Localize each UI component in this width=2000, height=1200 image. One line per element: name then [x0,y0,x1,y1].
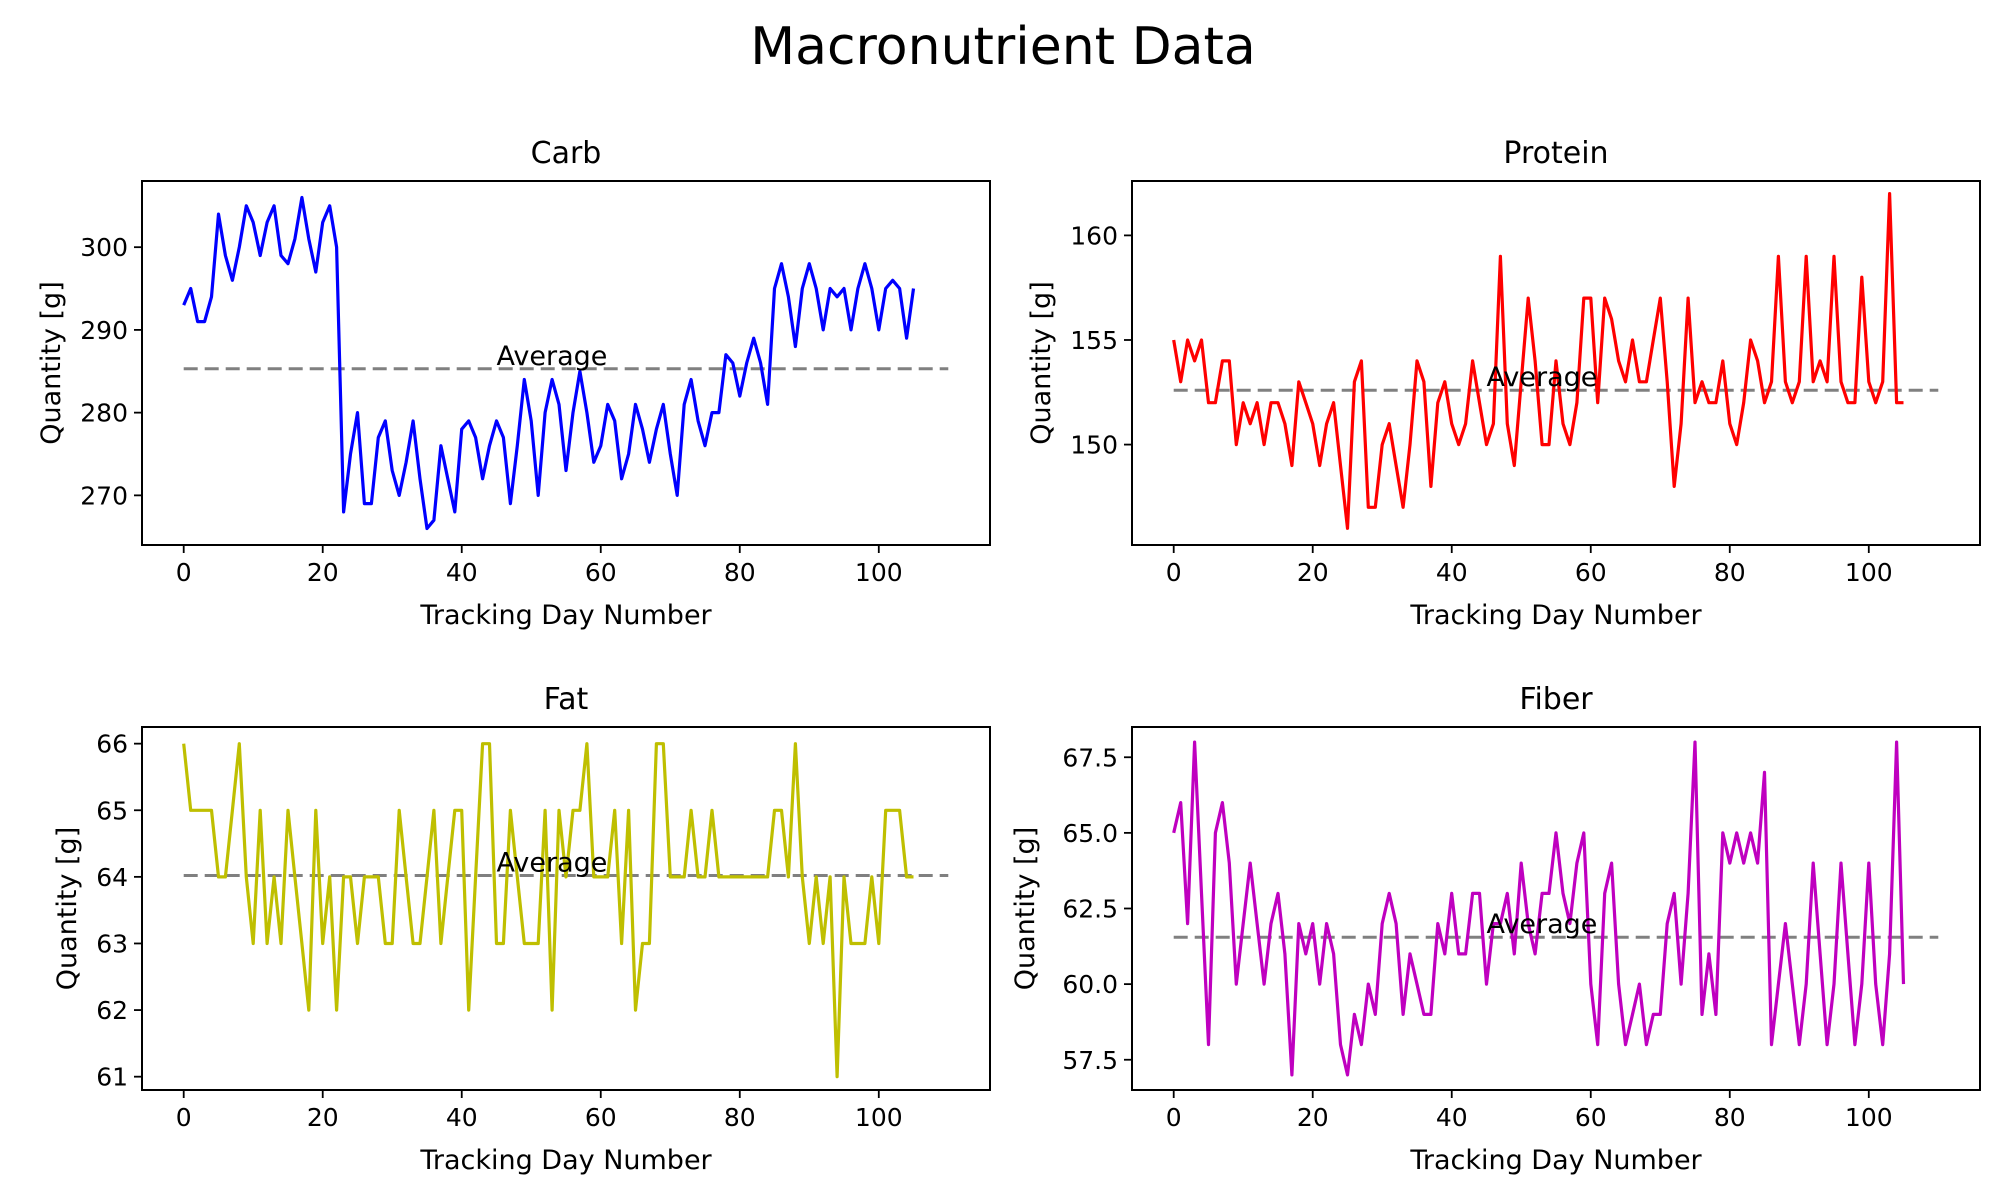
fat-average-label: Average [496,848,607,879]
carb-ytick-label: 280 [80,399,128,428]
fat-xtick-label: 80 [724,1103,756,1132]
fiber-xtick-label: 100 [1845,1103,1893,1132]
carb-xlabel: Tracking Day Number [419,600,712,631]
fat-title: Fat [544,682,589,717]
fiber-xtick-label: 40 [1436,1103,1468,1132]
fat-ytick-label: 65 [96,796,128,825]
panel-carb: Carb 0 20 40 60 80 100 270 280 290 300 Tracking Day… [36,136,991,631]
protein-series-line [1172,192,1904,530]
fat-series-line [182,742,914,1079]
fat-xtick-label: 20 [307,1103,339,1132]
carb-xtick-label: 0 [176,558,192,587]
protein-average-label: Average [1486,362,1597,393]
fat-xtick-label: 0 [176,1103,192,1132]
fat-plot-frame [141,726,991,1091]
carb-plot-frame [141,180,991,546]
protein-xtick-label: 60 [1575,558,1607,587]
carb-ytick-label: 270 [80,481,128,510]
protein-xtick-label: 20 [1297,558,1329,587]
fiber-ytick-label: 60.0 [1062,970,1118,999]
fiber-ytick-label: 67.5 [1062,743,1118,772]
carb-average-label: Average [496,341,607,372]
fiber-ytick-label: 65.0 [1062,819,1118,848]
fiber-ytick-label: 62.5 [1062,895,1118,924]
fiber-xtick-label: 20 [1297,1103,1329,1132]
protein-xtick-label: 0 [1166,558,1182,587]
carb-ytick-label: 300 [80,233,128,262]
fat-xtick-label: 60 [585,1103,617,1132]
protein-ylabel: Quantity [g] [1026,281,1057,444]
fiber-xtick-label: 60 [1575,1103,1607,1132]
protein-title: Protein [1503,136,1608,171]
carb-xtick-label: 80 [724,558,756,587]
panel-protein: Protein 0 20 40 60 80 100 150 155 160 Tracking Day… [1026,136,1981,631]
fat-ytick-label: 66 [96,730,128,759]
carb-series-line [182,195,916,531]
protein-ytick-label: 155 [1070,326,1118,355]
protein-xtick-label: 80 [1714,558,1746,587]
panel-fat: Fat 0 20 40 60 80 100 61 62 63 64 65 66 Tracking Day … [52,682,991,1176]
fat-ylabel: Quantity [g] [52,827,83,990]
protein-xtick-label: 100 [1845,558,1893,587]
carb-ylabel: Quantity [g] [36,281,67,444]
fat-ytick-label: 62 [96,996,128,1025]
fiber-plot-frame [1131,726,1981,1091]
fiber-title: Fiber [1519,682,1593,717]
carb-title: Carb [531,136,602,171]
fat-xlabel: Tracking Day Number [419,1145,712,1176]
fiber-average-label: Average [1486,909,1597,940]
panel-fiber: Fiber 0 20 40 60 80 100 57.5 60.0 62.5 65.0 67.5 Tra… [1010,682,1981,1176]
carb-xtick-label: 40 [446,558,478,587]
protein-xlabel: Tracking Day Number [1409,600,1702,631]
carb-xtick-label: 20 [307,558,339,587]
protein-ytick-label: 160 [1070,221,1118,250]
protein-ytick-label: 150 [1070,431,1118,460]
carb-ytick-label: 290 [80,316,128,345]
fiber-series-line [1172,740,1906,1077]
fat-ytick-label: 61 [96,1063,128,1092]
fiber-ylabel: Quantity [g] [1010,827,1041,990]
carb-xtick-label: 100 [855,558,903,587]
protein-plot-frame [1131,180,1981,546]
fiber-xtick-label: 80 [1714,1103,1746,1132]
fiber-xtick-label: 0 [1166,1103,1182,1132]
fat-ytick-label: 64 [96,863,128,892]
fiber-xlabel: Tracking Day Number [1409,1145,1702,1176]
protein-xtick-label: 40 [1436,558,1468,587]
carb-xtick-label: 60 [585,558,617,587]
fat-ytick-label: 63 [96,929,128,958]
figure-title: Macronutrient Data [750,17,1256,77]
fiber-ytick-label: 57.5 [1062,1046,1118,1075]
fat-xtick-label: 40 [446,1103,478,1132]
fat-xtick-label: 100 [855,1103,903,1132]
